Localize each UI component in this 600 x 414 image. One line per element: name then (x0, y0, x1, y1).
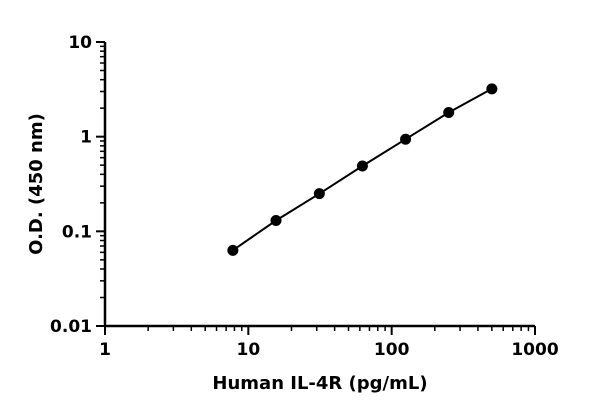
x-tick-label: 1000 (511, 340, 558, 360)
data-point (356, 160, 368, 172)
data-point (486, 83, 498, 95)
data-point (400, 133, 412, 145)
y-tick-label: 0.1 (62, 222, 92, 242)
x-tick-label: 10 (236, 340, 260, 360)
x-axis-title: Human IL-4R (pg/mL) (212, 373, 427, 394)
data-point (313, 188, 325, 200)
data-point (443, 107, 455, 119)
x-tick-label: 100 (374, 340, 410, 360)
y-tick-label: 1 (80, 128, 92, 148)
x-tick-label: 1 (99, 340, 111, 360)
axes (103, 42, 535, 328)
data-point (270, 215, 282, 227)
x-ticks: 1 10 100 1000 (99, 326, 559, 360)
y-ticks: 0.01 0.1 1 10 (50, 33, 105, 337)
data-point (227, 244, 239, 256)
y-axis-title: O.D. (450 nm) (26, 113, 47, 255)
y-tick-label: 0.01 (50, 317, 92, 337)
y-tick-label: 10 (68, 33, 92, 53)
series-layer (227, 83, 498, 256)
